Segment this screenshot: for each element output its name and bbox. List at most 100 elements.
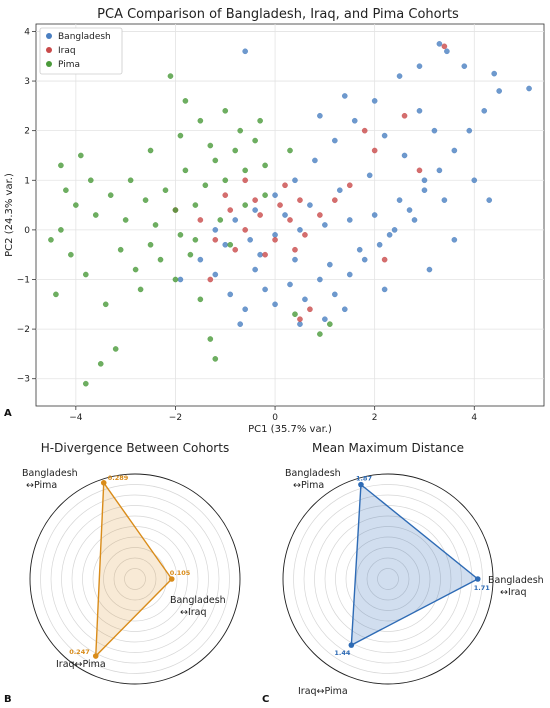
scatter-point [421, 187, 428, 193]
radar-axis-label: Iraq↔Pima [56, 659, 106, 670]
scatter-point [132, 266, 139, 273]
scatter-point [92, 212, 99, 218]
scatter-point [257, 212, 263, 218]
scatter-point [332, 291, 338, 298]
scatter-point [197, 217, 204, 223]
radar-c-title: Mean Maximum Distance [312, 441, 464, 455]
scatter-point [222, 241, 229, 248]
scatter-point [147, 147, 154, 154]
scatter-point [122, 217, 129, 223]
legend-marker-iraq [46, 47, 52, 53]
scatter-point [232, 147, 239, 154]
scatter-point [292, 246, 298, 253]
scatter-point [337, 187, 343, 193]
scatter-point [232, 217, 239, 223]
h-divergence-radar-panel: H-Divergence Between Cohorts 0.289 Bangla… [4, 441, 241, 705]
scatter-point [192, 237, 199, 243]
scatter-point [197, 256, 204, 263]
y-axis-label: PC2 (24.3% var.) [4, 173, 15, 257]
scatter-point [371, 147, 378, 154]
scatter-point [242, 167, 248, 174]
scatter-point [222, 177, 229, 184]
series-pima [48, 73, 333, 387]
scatter-point [242, 202, 248, 208]
scatter-point [48, 237, 54, 243]
scatter-point [152, 222, 159, 228]
scatter-point [471, 177, 478, 184]
scatter-point [297, 227, 303, 233]
radar-outline [350, 483, 480, 647]
radar-outer-ring [29, 473, 241, 685]
scatter-point [361, 256, 368, 263]
scatter-point [287, 217, 293, 223]
scatter-point [127, 177, 134, 184]
y-tick-label: −2 [17, 325, 30, 335]
scatter-point [237, 127, 243, 134]
scatter-title: PCA Comparison of Bangladesh, Iraq, and … [97, 7, 459, 22]
scatter-point [202, 182, 209, 189]
scatter-point [212, 271, 219, 278]
scatter-point [317, 331, 323, 337]
scatter-point [441, 197, 448, 203]
scatter-point [207, 336, 214, 342]
radar-ring [124, 568, 146, 590]
scatter-point [272, 301, 278, 308]
radar-c: 1.87Bangladesh↔Pima1.71Bangladesh↔Iraq1.… [282, 468, 544, 697]
scatter-point [297, 197, 303, 203]
radar-ring [103, 547, 167, 611]
radar-axis-label: ↔Pima [26, 480, 57, 491]
scatter-point [346, 271, 353, 278]
scatter-point [421, 177, 428, 184]
scatter-point [68, 251, 74, 258]
scatter-point [292, 256, 298, 263]
scatter-point [282, 212, 288, 218]
scatter-point [182, 167, 189, 174]
scatter-point [257, 117, 263, 124]
scatter-point [351, 117, 358, 124]
radar-point [168, 576, 175, 582]
scatter-point [242, 306, 248, 313]
scatter-point [401, 112, 408, 119]
scatter-point [147, 241, 154, 248]
scatter-point [112, 346, 119, 352]
scatter-point [167, 73, 174, 79]
scatter-point [287, 147, 293, 154]
scatter-point [481, 108, 488, 114]
scatter-point [182, 98, 189, 104]
scatter-point [426, 266, 433, 273]
scatter-point [391, 227, 398, 233]
scatter-point [212, 237, 219, 243]
scatter-point [366, 172, 373, 179]
x-tick-label: 2 [372, 413, 378, 423]
scatter-point [192, 202, 199, 208]
y-tick-label: 4 [24, 27, 30, 37]
scatter-point [262, 251, 268, 258]
series-iraq [172, 43, 448, 322]
scatter-point [317, 112, 323, 119]
series-bangladesh [177, 41, 532, 327]
radar-value-label: 0.289 [108, 474, 129, 482]
scatter-point [262, 286, 268, 293]
scatter-point [117, 246, 124, 253]
scatter-point [78, 152, 84, 159]
scatter-point [83, 271, 89, 278]
scatter-point [58, 227, 64, 233]
scatter-point [332, 197, 338, 203]
y-tick-label: 1 [24, 176, 30, 186]
panel-label-b: B [4, 694, 12, 705]
scatter-point [381, 286, 388, 293]
scatter-point [162, 187, 169, 193]
y-tick-label: 3 [24, 77, 30, 87]
scatter-point [302, 232, 308, 238]
scatter-point [297, 321, 303, 327]
scatter-point [277, 202, 283, 208]
scatter-point [287, 281, 293, 288]
scatter-point [247, 237, 253, 243]
radar-ring [61, 505, 209, 653]
scatter-point [411, 217, 418, 223]
radar-outer-ring [282, 473, 494, 685]
scatter-point [312, 157, 318, 164]
scatter-point [252, 137, 258, 144]
scatter-point [371, 98, 378, 104]
